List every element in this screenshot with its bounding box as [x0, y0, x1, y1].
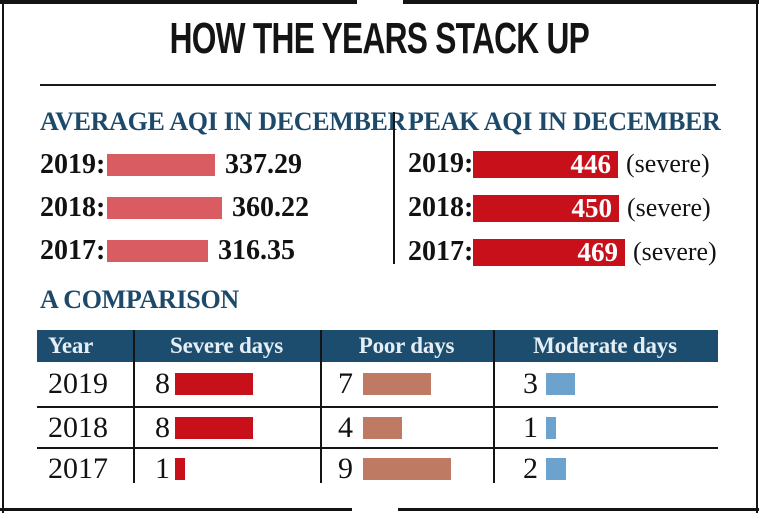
severe-days-bar — [175, 416, 253, 439]
moderate-days-count: 3 — [523, 367, 538, 400]
severe-days-cell: 8 — [133, 367, 320, 401]
severity-note: (severe) — [633, 237, 717, 266]
comparison-heading: A COMPARISON — [40, 285, 239, 314]
year-cell: 2018 — [48, 410, 108, 444]
poor-days-count: 4 — [338, 410, 353, 444]
average-aqi-bar-2017 — [107, 240, 208, 262]
average-aqi-bar-2019 — [107, 154, 215, 176]
severity-note: (severe) — [626, 149, 710, 178]
column-header-severe-days: Severe days — [169, 333, 283, 358]
peak-aqi-heading: PEAK AQI IN DECEMBER — [408, 107, 721, 136]
moderate-days-cell: 1 — [493, 411, 717, 445]
title-underline-rule — [40, 84, 716, 86]
poor-days-cell: 4 — [320, 411, 493, 445]
peak-aqi-value: 446 — [570, 148, 612, 179]
section-divider-line — [393, 112, 395, 264]
table-row: 2017 1 9 2 — [37, 449, 718, 489]
average-aqi-value: 316.35 — [218, 235, 295, 266]
frame-border-bottom-right — [398, 508, 759, 511]
year-label: 2018: — [40, 192, 106, 223]
poor-days-bar — [363, 458, 451, 480]
frame-border-left — [2, 0, 4, 513]
severe-days-bar — [175, 458, 185, 480]
frame-border-right — [756, 0, 758, 513]
table-row: 2019 8 7 3 — [37, 362, 718, 406]
moderate-days-cell: 3 — [493, 367, 717, 401]
peak-aqi-value: 469 — [577, 236, 619, 267]
page-title: HOW THE YEARS STACK UP — [169, 14, 590, 63]
table-row: 2018 8 4 1 — [37, 408, 718, 447]
poor-days-count: 7 — [338, 367, 353, 400]
frame-border-top-left — [0, 0, 357, 4]
poor-days-bar — [363, 373, 431, 395]
peak-aqi-row-2017: 2017: 469 (severe) — [408, 236, 717, 268]
average-aqi-heading: AVERAGE AQI IN DECEMBER — [40, 107, 407, 136]
column-header-moderate-days: Moderate days — [533, 333, 677, 358]
moderate-days-count: 2 — [523, 452, 538, 485]
year-label: 2017: — [408, 236, 474, 267]
average-aqi-bar-2018 — [107, 197, 222, 219]
average-aqi-row-2019: 2019: 337.29 — [40, 149, 302, 181]
severe-days-count: 1 — [155, 452, 170, 485]
poor-days-count: 9 — [338, 452, 353, 485]
table-row-divider — [37, 447, 718, 449]
peak-aqi-bar-2017: 469 — [473, 236, 625, 267]
average-aqi-row-2018: 2018: 360.22 — [40, 192, 309, 224]
peak-aqi-value: 450 — [571, 192, 613, 223]
severe-days-count: 8 — [155, 410, 170, 444]
title-block: HOW THE YEARS STACK UP — [0, 14, 759, 64]
average-aqi-value: 337.29 — [225, 149, 302, 180]
year-label: 2019: — [40, 149, 106, 180]
column-header-year: Year — [48, 333, 94, 358]
table-row-divider — [37, 406, 718, 408]
frame-border-bottom-left — [0, 508, 352, 511]
column-header-poor-days: Poor days — [358, 333, 455, 358]
peak-aqi-row-2019: 2019: 446 (severe) — [408, 148, 710, 180]
peak-aqi-bar-2018: 450 — [473, 192, 619, 223]
peak-aqi-row-2018: 2018: 450 (severe) — [408, 192, 711, 224]
year-cell: 2017 — [48, 452, 108, 485]
year-cell: 2019 — [48, 367, 108, 400]
poor-days-cell: 7 — [320, 367, 493, 401]
year-label: 2017: — [40, 235, 106, 266]
average-aqi-row-2017: 2017: 316.35 — [40, 235, 295, 267]
moderate-days-bar — [546, 373, 575, 395]
poor-days-bar — [363, 416, 402, 439]
peak-aqi-bar-2019: 446 — [473, 148, 618, 179]
comparison-table-header: Year Severe days Poor days Moderate days — [37, 330, 718, 362]
frame-border-top-right — [403, 0, 759, 4]
severe-days-cell: 1 — [133, 452, 320, 486]
moderate-days-cell: 2 — [493, 452, 717, 486]
severity-note: (severe) — [627, 193, 711, 222]
severe-days-bar — [175, 373, 253, 395]
year-label: 2019: — [408, 148, 474, 179]
severe-days-count: 8 — [155, 367, 170, 400]
year-label: 2018: — [408, 192, 474, 223]
moderate-days-bar — [546, 458, 566, 480]
poor-days-cell: 9 — [320, 452, 493, 486]
severe-days-cell: 8 — [133, 411, 320, 445]
moderate-days-bar — [546, 416, 556, 439]
moderate-days-count: 1 — [523, 410, 538, 444]
average-aqi-value: 360.22 — [232, 192, 309, 223]
